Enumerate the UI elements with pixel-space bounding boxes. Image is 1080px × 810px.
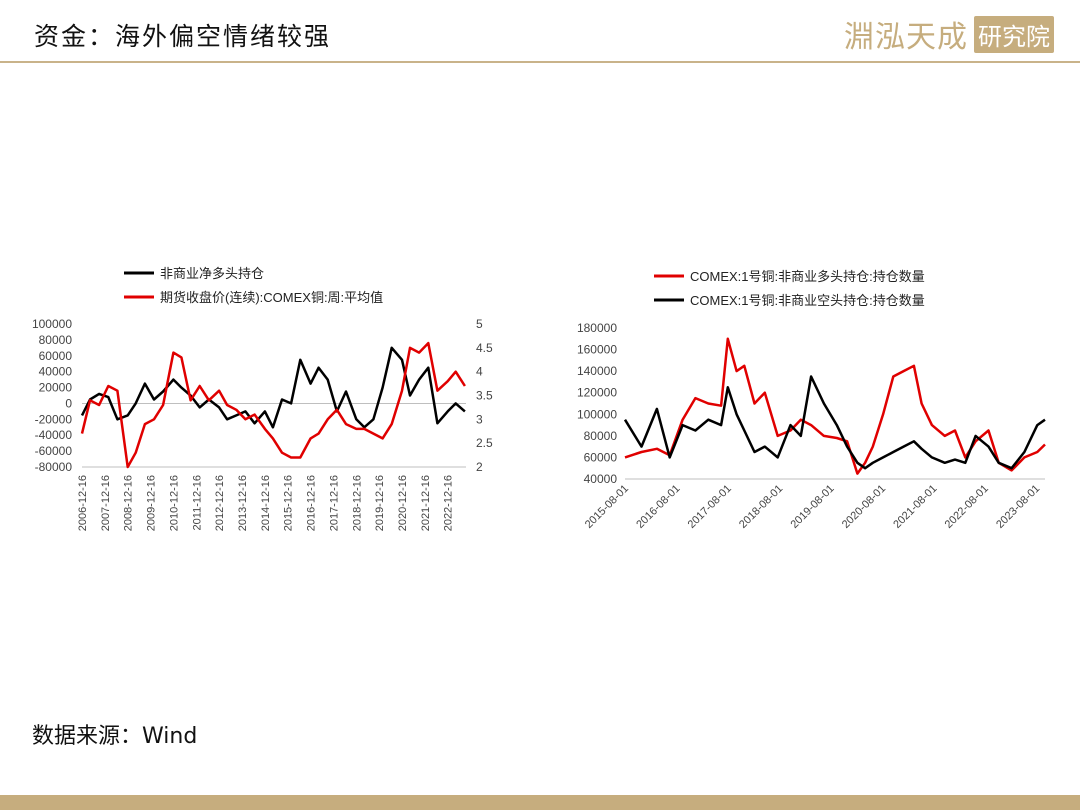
x-tick: 2011-12-16 (191, 475, 203, 530)
legend-label: COMEX:1号铜:非商业多头持仓:持仓数量 (690, 269, 925, 284)
y-tick: 160000 (577, 343, 617, 357)
y-tick: 60000 (584, 450, 618, 464)
data-source: 数据来源：Wind (32, 724, 198, 749)
y-tick-right: 4 (476, 365, 483, 379)
y-tick-left: 80000 (39, 333, 73, 347)
x-tick: 2017-12-16 (328, 475, 340, 531)
y-tick-left: 100000 (32, 317, 72, 331)
series-short-position-line (623, 375, 1046, 470)
series-long-position-line (624, 337, 1046, 475)
y-tick-right: 2 (476, 460, 483, 474)
x-tick: 2021-08-01 (891, 483, 939, 531)
x-tick: 2021-12-16 (420, 475, 432, 531)
logo-seal: 研究院 (974, 15, 1054, 53)
bottom-band (0, 795, 1080, 810)
x-tick: 2017-08-01 (686, 483, 734, 531)
y-tick-right: 3 (476, 412, 483, 426)
logo-text: 淵泓天成 (844, 20, 968, 55)
x-tick: 2015-12-16 (283, 475, 295, 531)
x-tick: 2019-12-16 (374, 475, 386, 531)
x-tick: 2007-12-16 (100, 475, 112, 531)
legend-label: COMEX:1号铜:非商业空头持仓:持仓数量 (690, 293, 925, 308)
y-tick: 140000 (577, 364, 617, 378)
legend-label: 非商业净多头持仓 (160, 266, 264, 281)
y-tick-left: -40000 (35, 428, 73, 442)
y-tick: 80000 (584, 429, 618, 443)
x-tick: 2020-08-01 (840, 483, 888, 531)
x-tick: 2022-08-01 (943, 483, 991, 531)
y-tick-left: -20000 (35, 412, 73, 426)
x-tick: 2022-12-16 (443, 475, 455, 531)
y-tick-right: 5 (476, 317, 483, 331)
y-tick-left: 0 (65, 396, 72, 410)
x-tick: 2012-12-16 (214, 475, 226, 531)
x-tick: 2016-12-16 (306, 475, 318, 531)
y-tick: 120000 (577, 386, 617, 400)
y-tick: 180000 (577, 321, 617, 335)
y-tick-right: 2.5 (476, 436, 493, 450)
y-tick-left: 20000 (39, 381, 73, 395)
x-tick: 2019-08-01 (788, 483, 836, 531)
y-tick-left: -80000 (35, 460, 73, 474)
y-tick-left: -60000 (35, 444, 73, 458)
x-tick: 2013-12-16 (237, 475, 249, 531)
y-tick-right: 3.5 (476, 389, 493, 403)
x-tick: 2018-12-16 (351, 475, 363, 531)
series-comex-price-line (80, 341, 466, 469)
series-net-long-line (80, 346, 466, 429)
y-tick-right: 4.5 (476, 341, 493, 355)
y-tick-left: 60000 (39, 349, 73, 363)
x-tick: 2016-08-01 (634, 483, 682, 531)
x-tick: 2008-12-16 (123, 475, 135, 531)
x-tick: 2023-08-01 (994, 483, 1042, 531)
x-tick: 2014-12-16 (260, 475, 272, 531)
page-title: 资金：海外偏空情绪较强 (34, 22, 332, 51)
brand-logo: 淵泓天成 研究院 (844, 12, 1054, 56)
y-tick: 100000 (577, 407, 617, 421)
y-tick: 40000 (584, 472, 618, 486)
chart-right-long-short-positions: 180000 160000 140000 120000 100000 80000 60000… (577, 269, 1046, 531)
x-tick: 2015-08-01 (583, 483, 631, 531)
x-tick: 2018-08-01 (737, 483, 785, 531)
x-tick: 2009-12-16 (146, 475, 158, 531)
legend-label: 期货收盘价(连续):COMEX铜:周:平均值 (160, 290, 383, 305)
header-divider (0, 61, 1080, 63)
y-tick-left: 40000 (39, 365, 73, 379)
x-tick: 2020-12-16 (397, 475, 409, 531)
x-tick: 2006-12-16 (77, 475, 89, 531)
x-tick: 2010-12-16 (168, 475, 180, 531)
